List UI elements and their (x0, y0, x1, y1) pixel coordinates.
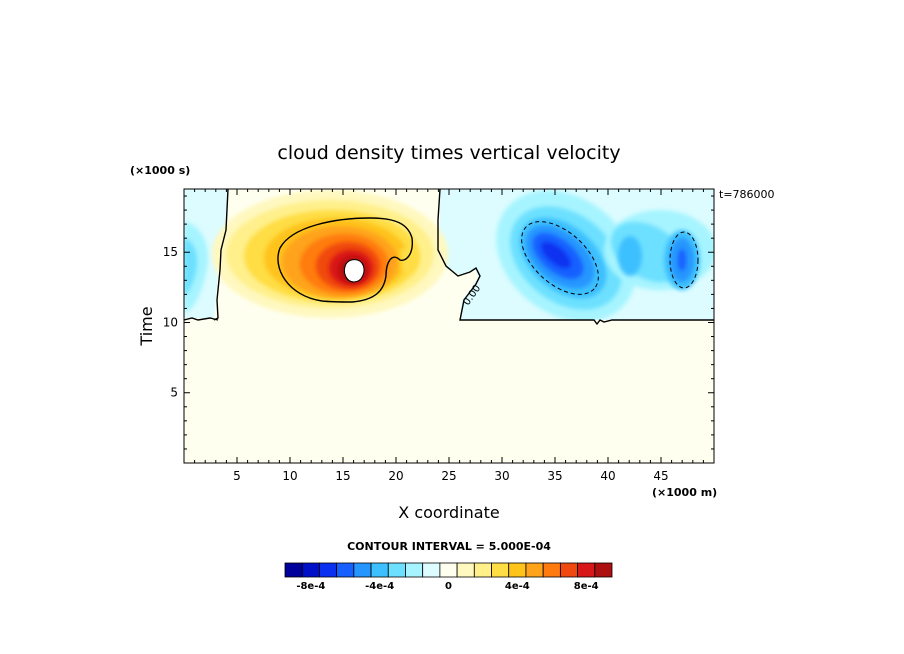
colorbar-tick-label: -8e-4 (296, 581, 325, 592)
zero-contours (184, 189, 714, 326)
colorbar-tick-label: 0 (445, 581, 452, 592)
colorbar-tick-label: -4e-4 (365, 581, 394, 592)
colorbar-swatch (422, 562, 441, 578)
colorbar-swatch (491, 562, 510, 578)
colorbar-swatch (319, 562, 338, 578)
colorbar-swatch (439, 562, 458, 578)
colorbar-swatch (370, 562, 389, 578)
zero-contour-left-base (184, 317, 219, 321)
colorbar-swatch (284, 562, 303, 578)
colorbar-swatch (336, 562, 355, 578)
zero-contour-left (213, 189, 229, 321)
x-tick-label: 25 (441, 469, 456, 483)
chart-title: cloud density times vertical velocity (277, 142, 620, 164)
x-tick-label: 15 (335, 469, 350, 483)
x-units-label: (×1000 m) (652, 486, 717, 499)
x-axis-label: X coordinate (398, 503, 499, 522)
x-tick-label: 30 (494, 469, 509, 483)
x-axis-ticks: 5 10 15 20 25 30 35 40 45 (194, 189, 704, 483)
neg2-mid-band (618, 236, 642, 276)
negative-blob-main (496, 190, 636, 320)
neg2-level-5 (678, 249, 686, 271)
colorbar-swatch (525, 562, 544, 578)
y-tick-label: 15 (163, 245, 178, 259)
neg2-dashed-contour (669, 231, 699, 289)
colorbar-swatch (559, 562, 578, 578)
pos-side-lobe (400, 247, 419, 273)
colorbar-swatch (301, 562, 320, 578)
x-tick-label: 40 (600, 469, 615, 483)
x-tick-label: 35 (547, 469, 562, 483)
colorbar-swatch (473, 562, 492, 578)
y-tick-label: 5 (170, 386, 178, 400)
pos-peak-hole (343, 259, 365, 283)
colorbar-swatch (594, 562, 613, 578)
y-tick-label: 10 (163, 315, 178, 329)
colorbar-swatch (353, 562, 372, 578)
negative-blob-right (604, 210, 714, 290)
y-units-label: (×1000 s) (130, 164, 190, 177)
x-tick-label: 10 (282, 469, 297, 483)
x-tick-label: 20 (388, 469, 403, 483)
y-axis-label: Time (137, 306, 156, 346)
contour-interval: CONTOUR INTERVAL = 5.000E-04 (347, 540, 551, 553)
colorbar-tick-labels: -8e-4 -4e-4 0 4e-4 8e-4 (296, 581, 598, 592)
colorbar-swatch (456, 562, 475, 578)
time-stamp: t=786000 (719, 188, 775, 201)
colorbar-swatch (405, 562, 424, 578)
zero-contour-positive (277, 217, 414, 303)
neg1-level-6 (541, 241, 571, 269)
colorbar-swatch (508, 562, 527, 578)
zero-contour-mid (437, 189, 714, 326)
x-tick-label: 5 (233, 469, 241, 483)
colorbar-swatch (577, 562, 596, 578)
colorbar-tick-label: 4e-4 (505, 581, 530, 592)
x-tick-label: 45 (653, 469, 668, 483)
y-axis-ticks: 5 10 15 (163, 195, 714, 450)
plot-area: 0.00 (184, 189, 714, 463)
colorbar-swatch (387, 562, 406, 578)
colorbar-swatch (542, 562, 561, 578)
colorbar (284, 562, 613, 578)
colorbar-tick-label: 8e-4 (574, 581, 599, 592)
positive-blob (212, 190, 448, 318)
